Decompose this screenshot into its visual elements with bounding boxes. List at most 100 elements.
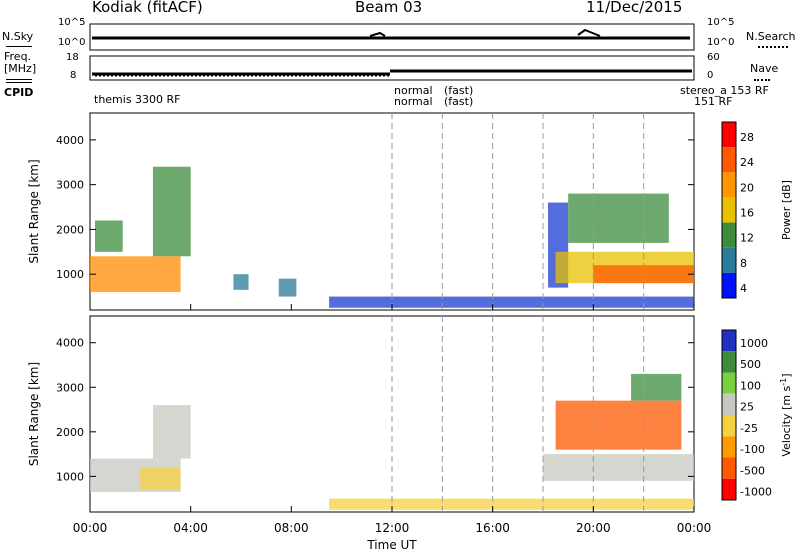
velocity-colorbar-tick-0: 1000 (740, 337, 768, 350)
nave-tick-top: 60 (707, 52, 720, 63)
cpid-entry-stereo: stereo_a 153 RF (680, 84, 769, 97)
cpid-entry-normal-2: normal (394, 95, 433, 108)
velocity-colorbar-seg-3 (722, 393, 736, 415)
velocity-xtick-label-1: 04:00 (173, 521, 208, 535)
cpid-entry-themis: themis 3300 RF (94, 93, 181, 106)
nsearch-dotted-line (758, 46, 788, 48)
velocity-ylabel: Slant Range [km] (27, 362, 41, 466)
cpid-entry-151: 151 RF (694, 95, 733, 108)
freq-tick-top: 18 (66, 52, 79, 63)
beam-title: Beam 03 (355, 0, 423, 16)
power-colorbar-tick-5: 8 (740, 257, 747, 270)
nsky-tick-top: 10^5 (58, 17, 86, 28)
nave-label: Nave (750, 62, 779, 75)
freq-label: Freq. (4, 50, 32, 63)
power-region-3 (233, 274, 249, 290)
colorbar-layer: 28 24 20 16 12 8 4 Power [dB] 1000 500 100 25 -25 -10… (721, 121, 794, 501)
date-title: 11/Dec/2015 (586, 0, 683, 16)
power-colorbar-frame (721, 121, 737, 299)
freq-tick-bottom: 8 (70, 70, 77, 81)
velocity-region-6 (631, 373, 682, 401)
nsearch-tick-top: 10^5 (707, 17, 735, 28)
freq-panel-frame (89, 55, 695, 81)
velocity-region-1 (140, 467, 181, 490)
cpid-entry-normal-1: normal (394, 84, 433, 97)
velocity-ytick-label-2: 2000 (56, 426, 84, 439)
velocity-colorbar-tick-5: -100 (740, 443, 765, 456)
power-region-0 (90, 256, 181, 293)
power-colorbar-seg-4 (722, 222, 736, 248)
velocity-colorbar-frame (721, 329, 737, 501)
nsky-underline (6, 46, 32, 47)
power-colorbar-tick-0: 28 (740, 131, 754, 144)
power-ylabel: Slant Range [km] (27, 159, 41, 263)
velocity-xtick-label-6: 00:00 (677, 521, 712, 535)
power-region-5 (329, 296, 694, 308)
velocity-xlabel: Time UT (366, 538, 417, 552)
cpid-entry-fast-1: (fast) (444, 84, 474, 97)
velocity-ytick-label-0: 4000 (56, 337, 84, 350)
velocity-region-2 (152, 405, 191, 459)
velocity-colorbar-seg-5 (722, 436, 736, 458)
velocity-colorbar-seg-6 (722, 457, 736, 479)
velocity-colorbar-tick-4: -25 (740, 422, 758, 435)
axes-layer: 4000 3000 2000 1000 Slant Range [km] 4000 3000… (27, 113, 711, 552)
power-data-layer (90, 166, 694, 308)
nsky-tick-bottom: 10^0 (58, 37, 86, 48)
velocity-region-4 (543, 454, 694, 481)
power-colorbar-seg-1 (722, 147, 736, 173)
power-colorbar-tick-1: 24 (740, 156, 754, 169)
freq-underline (6, 79, 32, 80)
velocity-colorbar-tick-7: -1000 (740, 486, 772, 499)
nsearch-label: N.Search (746, 30, 796, 43)
velocity-xtick-label-4: 16:00 (475, 521, 510, 535)
power-colorbar-seg-3 (722, 197, 736, 223)
nsky-label: N.Sky (2, 30, 34, 43)
power-region-4 (278, 278, 297, 297)
velocity-region-3 (329, 498, 694, 510)
velocity-colorbar-seg-7 (722, 478, 736, 500)
nave-dotted-line (754, 79, 770, 81)
velocity-colorbar-seg-2 (722, 372, 736, 394)
velocity-ytick-label-3: 1000 (56, 470, 84, 483)
cpid-label: CPID (4, 86, 34, 99)
power-colorbar-seg-0 (722, 122, 736, 148)
nsearch-tick-bottom: 10^0 (707, 37, 735, 48)
velocity-colorbar-seg-4 (722, 415, 736, 437)
power-region-2 (152, 166, 191, 257)
velocity-ytick-label-1: 3000 (56, 381, 84, 394)
velocity-colorbar-label: Velocity [m s-1] (779, 373, 794, 456)
velocity-region-5 (555, 400, 682, 450)
velocity-colorbar-tick-2: 100 (740, 379, 761, 392)
power-colorbar-seg-5 (722, 247, 736, 273)
velocity-xtick-label-3: 12:00 (375, 521, 410, 535)
velocity-data-layer (90, 373, 694, 510)
velocity-colorbar-seg-0 (722, 330, 736, 352)
power-ytick-label-1: 3000 (56, 179, 84, 192)
nsky-panel-frame (89, 23, 695, 51)
power-ytick-label-0: 4000 (56, 134, 84, 147)
freq-trace (92, 69, 692, 76)
power-colorbar-label: Power [dB] (780, 180, 793, 240)
velocity-xtick-label-0: 00:00 (73, 521, 108, 535)
velocity-xtick-label-5: 20:00 (576, 521, 611, 535)
nsearch-trace (369, 28, 601, 37)
velocity-colorbar-tick-1: 500 (740, 358, 761, 371)
station-title: Kodiak (fitACF) (92, 0, 203, 16)
velocity-colorbar-tick-3: 25 (740, 401, 754, 414)
power-colorbar-tick-4: 12 (740, 232, 754, 245)
power-colorbar-seg-2 (722, 172, 736, 198)
nave-tick-bottom: 0 (707, 70, 714, 81)
power-colorbar-seg-6 (722, 272, 736, 298)
power-ytick-label-2: 2000 (56, 223, 84, 236)
power-colorbar-tick-3: 16 (740, 207, 754, 220)
cpid-entry-fast-2: (fast) (444, 95, 474, 108)
freq-unit-label: [MHz] (4, 62, 37, 75)
power-colorbar-tick-2: 20 (740, 181, 754, 194)
velocity-colorbar-seg-1 (722, 351, 736, 373)
power-colorbar-tick-6: 4 (740, 282, 747, 295)
velocity-xtick-label-2: 08:00 (274, 521, 309, 535)
velocity-colorbar-tick-6: -500 (740, 464, 765, 477)
power-region-1 (95, 220, 123, 252)
